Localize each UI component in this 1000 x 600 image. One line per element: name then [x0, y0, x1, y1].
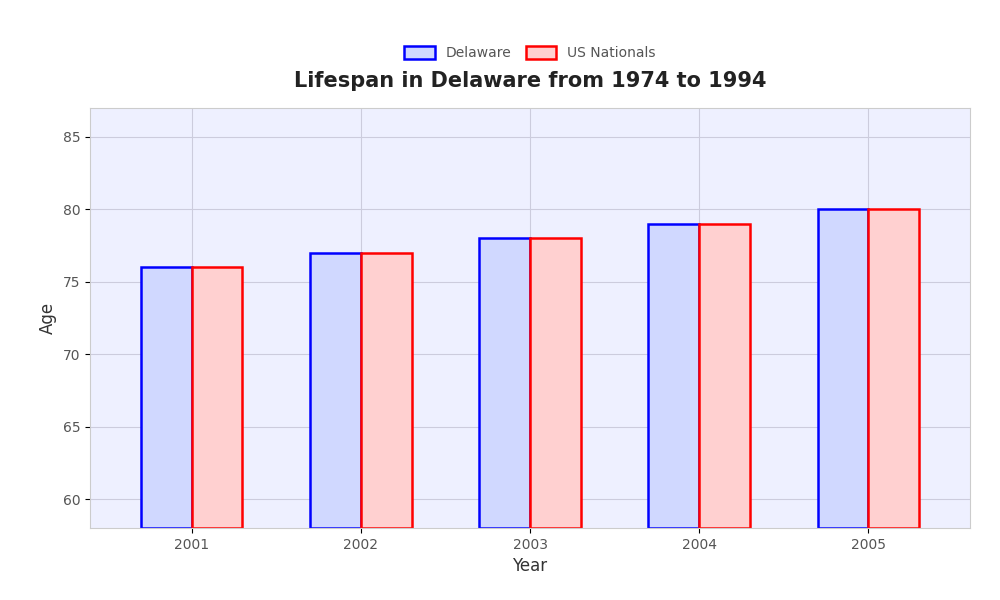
- Title: Lifespan in Delaware from 1974 to 1994: Lifespan in Delaware from 1974 to 1994: [294, 71, 766, 91]
- Bar: [192, 268, 242, 528]
- X-axis label: Year: Year: [512, 557, 548, 575]
- Bar: [310, 253, 361, 528]
- Bar: [818, 209, 868, 528]
- Bar: [868, 209, 919, 528]
- Bar: [479, 238, 530, 528]
- Bar: [141, 268, 192, 528]
- Bar: [699, 224, 750, 528]
- Y-axis label: Age: Age: [39, 302, 57, 334]
- Bar: [361, 253, 412, 528]
- Bar: [648, 224, 699, 528]
- Bar: [530, 238, 581, 528]
- Legend: Delaware, US Nationals: Delaware, US Nationals: [397, 40, 663, 67]
